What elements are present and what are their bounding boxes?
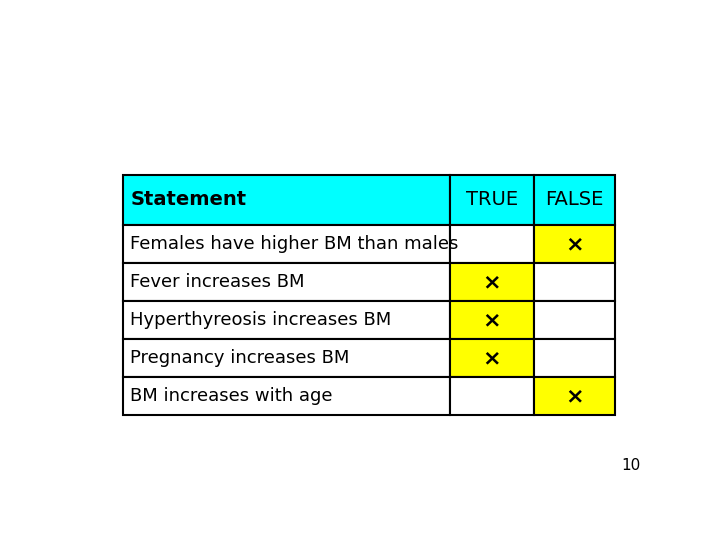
Bar <box>534 263 616 301</box>
Text: TRUE: TRUE <box>466 191 518 210</box>
Bar <box>534 225 616 263</box>
Bar <box>534 175 616 225</box>
Text: BM increases with age: BM increases with age <box>130 387 333 405</box>
Bar <box>122 175 449 225</box>
Bar <box>122 225 449 263</box>
Bar <box>449 225 534 263</box>
Bar <box>449 263 534 301</box>
Text: ×: × <box>482 272 501 292</box>
Bar <box>449 377 534 415</box>
Text: 10: 10 <box>621 458 640 473</box>
Bar <box>534 377 616 415</box>
Bar <box>122 377 449 415</box>
Bar <box>122 339 449 377</box>
Bar <box>534 339 616 377</box>
Text: FALSE: FALSE <box>546 191 604 210</box>
Text: Pregnancy increases BM: Pregnancy increases BM <box>130 349 350 367</box>
Text: ×: × <box>482 348 501 368</box>
Bar <box>449 175 534 225</box>
Text: Hyperthyreosis increases BM: Hyperthyreosis increases BM <box>130 311 392 329</box>
Text: Females have higher BM than males: Females have higher BM than males <box>130 235 459 253</box>
Text: Fever increases BM: Fever increases BM <box>130 273 305 291</box>
Text: ×: × <box>482 310 501 330</box>
Bar <box>122 263 449 301</box>
Text: ×: × <box>565 386 584 406</box>
Bar <box>534 301 616 339</box>
Bar <box>122 301 449 339</box>
Text: ×: × <box>565 234 584 254</box>
Bar <box>449 339 534 377</box>
Bar <box>449 301 534 339</box>
Text: Statement: Statement <box>130 191 246 210</box>
